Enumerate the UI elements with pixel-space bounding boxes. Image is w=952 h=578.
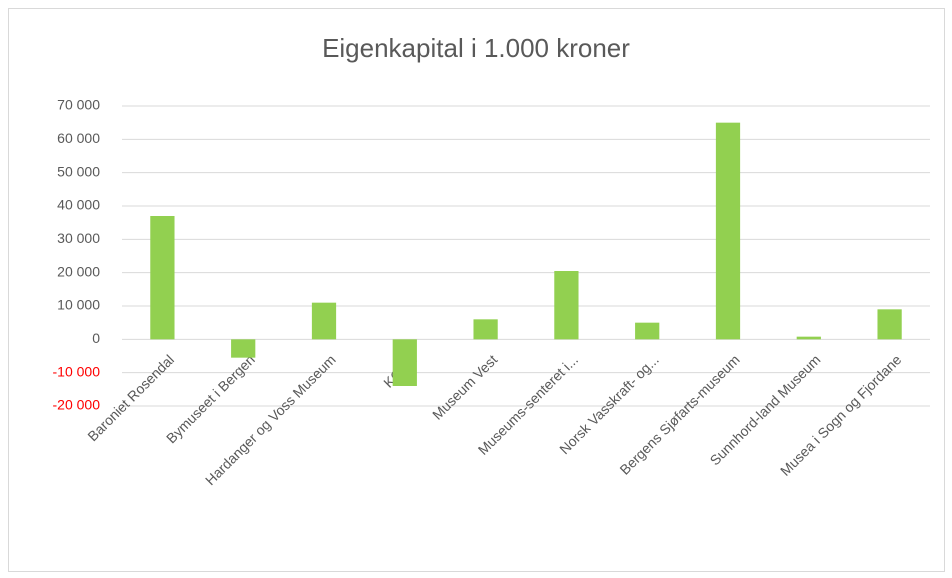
bar	[231, 339, 256, 358]
y-tick-label: -10 000	[53, 363, 101, 379]
bar	[473, 319, 498, 340]
bar	[877, 309, 902, 340]
y-tick-label: 70 000	[57, 97, 100, 113]
y-tick-label: 40 000	[57, 197, 100, 213]
bar	[715, 122, 741, 340]
bar	[311, 302, 337, 340]
y-tick-label: 0	[92, 330, 100, 346]
bar	[796, 336, 821, 340]
y-tick-label: 60 000	[57, 130, 100, 146]
y-tick-label: 10 000	[57, 297, 100, 313]
y-tick-label: 50 000	[57, 163, 100, 179]
bar	[635, 322, 660, 340]
bar	[554, 271, 579, 340]
chart-border	[8, 8, 945, 572]
y-tick-label: -20 000	[53, 397, 101, 413]
bar	[392, 339, 417, 386]
y-tick-label: 30 000	[57, 230, 100, 246]
y-tick-label: 20 000	[57, 263, 100, 279]
bar	[150, 216, 175, 340]
chart-title: Eigenkapital i 1.000 kroner	[322, 33, 630, 63]
